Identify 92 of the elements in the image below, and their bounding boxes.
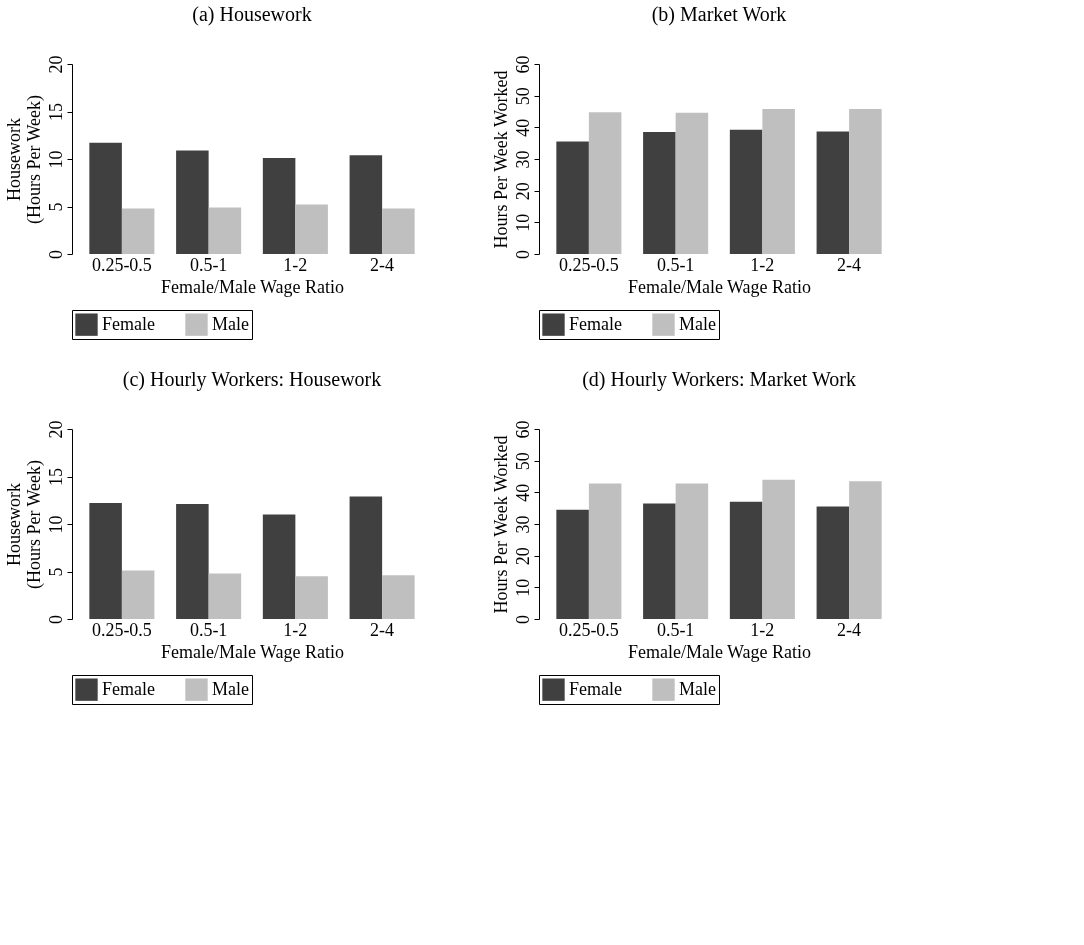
x-tick-label: 0.5-1 bbox=[656, 254, 695, 275]
y-tick-label: 0 bbox=[512, 250, 533, 259]
bar bbox=[89, 142, 122, 254]
x-tick-label: 1-2 bbox=[283, 254, 308, 275]
bar bbox=[349, 155, 383, 254]
bar bbox=[89, 503, 122, 619]
y-tick-label: 5 bbox=[45, 202, 66, 212]
bar bbox=[262, 158, 296, 254]
y-tick-label: 20 bbox=[512, 547, 533, 566]
x-axis-title: Female/Male Wage Ratio bbox=[160, 276, 345, 297]
x-tick-label: 2-4 bbox=[837, 619, 862, 640]
x-tick-label: 1-2 bbox=[750, 619, 775, 640]
y-tick-label: 60 bbox=[512, 420, 533, 439]
bar bbox=[556, 509, 589, 619]
y-axis-title: Hours Per Week Worked bbox=[490, 70, 511, 249]
y-axis-title: Housework (Hours Per Week) bbox=[3, 94, 45, 225]
bar bbox=[556, 141, 589, 254]
y-tick-label: 0 bbox=[45, 250, 66, 259]
bar bbox=[588, 483, 622, 619]
bar bbox=[643, 132, 676, 254]
bar bbox=[762, 479, 795, 619]
y-tick-label: 10 bbox=[512, 578, 533, 597]
bar bbox=[675, 112, 709, 254]
legend-label: Male bbox=[679, 313, 716, 334]
chart-title: (d) Hourly Workers: Market Work bbox=[582, 368, 856, 391]
chart-title: (c) Hourly Workers: Housework bbox=[122, 368, 382, 391]
x-tick-label: 0.25-0.5 bbox=[91, 254, 152, 275]
y-tick-label: 5 bbox=[45, 567, 66, 577]
y-tick-label: 40 bbox=[512, 118, 533, 137]
bar bbox=[849, 108, 882, 254]
x-axis-title: Female/Male Wage Ratio bbox=[160, 641, 345, 662]
y-tick-label: 15 bbox=[45, 103, 66, 121]
legend-label: Male bbox=[212, 313, 249, 334]
bar bbox=[208, 573, 242, 619]
legend-label: Male bbox=[212, 678, 249, 699]
bar bbox=[176, 150, 209, 254]
x-tick-label: 0.25-0.5 bbox=[558, 619, 619, 640]
bar bbox=[208, 207, 242, 254]
x-tick-label: 0.25-0.5 bbox=[558, 254, 619, 275]
legend-label: Male bbox=[679, 678, 716, 699]
y-axis-title: Hours Per Week Worked bbox=[490, 435, 511, 614]
bar bbox=[588, 112, 622, 254]
chart-title: (b) Market Work bbox=[651, 3, 787, 26]
y-tick-label: 20 bbox=[45, 55, 66, 74]
bar bbox=[382, 208, 415, 254]
x-tick-label: 2-4 bbox=[837, 254, 862, 275]
y-tick-label: 50 bbox=[512, 452, 533, 471]
bar bbox=[121, 570, 155, 619]
y-tick-label: 15 bbox=[45, 468, 66, 486]
bar bbox=[816, 506, 850, 619]
bar bbox=[295, 576, 328, 619]
legend-label: Female bbox=[102, 678, 155, 699]
y-axis-title: Housework (Hours Per Week) bbox=[3, 459, 45, 590]
x-tick-label: 1-2 bbox=[283, 619, 308, 640]
y-tick-label: 10 bbox=[45, 150, 66, 169]
legend-label: Female bbox=[102, 313, 155, 334]
bar bbox=[729, 501, 763, 619]
y-tick-label: 60 bbox=[512, 55, 533, 74]
x-tick-label: 2-4 bbox=[370, 254, 395, 275]
y-tick-label: 10 bbox=[512, 213, 533, 232]
y-tick-label: 30 bbox=[512, 150, 533, 169]
y-tick-label: 30 bbox=[512, 515, 533, 534]
x-axis-title: Female/Male Wage Ratio bbox=[627, 276, 812, 297]
bar bbox=[295, 204, 328, 254]
y-tick-label: 40 bbox=[512, 483, 533, 502]
chart-title: (a) Housework bbox=[192, 3, 312, 26]
y-tick-label: 0 bbox=[45, 615, 66, 624]
bar bbox=[675, 483, 709, 619]
bar bbox=[382, 575, 415, 619]
x-tick-label: 0.5-1 bbox=[656, 619, 695, 640]
x-tick-label: 0.25-0.5 bbox=[91, 619, 152, 640]
bar bbox=[729, 129, 763, 254]
bar bbox=[121, 208, 155, 254]
x-tick-label: 0.5-1 bbox=[189, 254, 228, 275]
y-tick-label: 10 bbox=[45, 515, 66, 534]
bar bbox=[349, 496, 383, 619]
bar bbox=[262, 514, 296, 619]
y-tick-label: 20 bbox=[512, 182, 533, 201]
bar bbox=[816, 131, 850, 254]
bar bbox=[643, 503, 676, 619]
y-tick-label: 50 bbox=[512, 87, 533, 106]
bar bbox=[176, 504, 209, 619]
x-axis-title: Female/Male Wage Ratio bbox=[627, 641, 812, 662]
legend-label: Female bbox=[569, 678, 622, 699]
bar bbox=[849, 481, 882, 619]
y-tick-label: 0 bbox=[512, 615, 533, 624]
x-tick-label: 0.5-1 bbox=[189, 619, 228, 640]
x-tick-label: 2-4 bbox=[370, 619, 395, 640]
legend-label: Female bbox=[569, 313, 622, 334]
bar bbox=[762, 108, 795, 254]
y-tick-label: 20 bbox=[45, 420, 66, 439]
x-tick-label: 1-2 bbox=[750, 254, 775, 275]
